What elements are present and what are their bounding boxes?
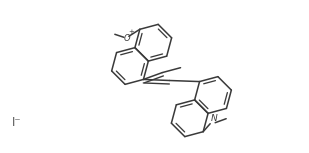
- Text: +: +: [128, 29, 134, 35]
- Text: I⁻: I⁻: [12, 116, 22, 129]
- Text: N: N: [211, 114, 218, 123]
- Text: O: O: [124, 34, 130, 43]
